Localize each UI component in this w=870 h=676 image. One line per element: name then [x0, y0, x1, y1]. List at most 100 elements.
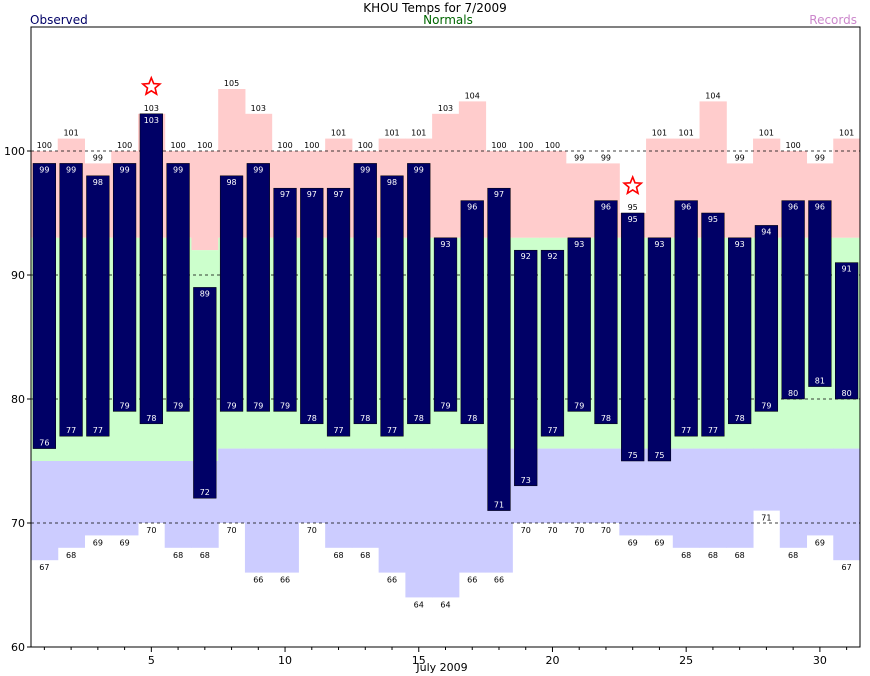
observed-low-label: 77	[681, 426, 691, 435]
record-low-label: 70	[307, 526, 317, 535]
record-low-label: 69	[654, 538, 664, 547]
record-high-label: 99	[93, 153, 103, 162]
observed-bar	[754, 225, 779, 412]
record-low-label: 66	[494, 576, 504, 585]
y-tick-label: 70	[11, 517, 25, 530]
record-high-band	[191, 151, 219, 251]
record-low-band	[84, 461, 112, 536]
record-high-band	[539, 151, 567, 238]
observed-bar	[647, 237, 672, 462]
record-high-label: 101	[384, 129, 399, 138]
observed-bar	[86, 175, 110, 437]
record-low-label: 68	[200, 551, 210, 560]
record-high-label: 101	[679, 129, 694, 138]
record-low-band	[806, 448, 834, 536]
record-high-label: 103	[144, 104, 159, 113]
y-tick-label: 90	[11, 269, 25, 282]
record-high-label: 95	[628, 203, 638, 212]
record-low-band	[833, 448, 861, 561]
observed-bar	[460, 200, 484, 425]
x-axis-label: July 2009	[415, 661, 467, 674]
observed-bar	[728, 237, 752, 425]
observed-bar	[621, 212, 645, 462]
observed-high-label: 93	[735, 240, 745, 249]
observed-high-label: 97	[494, 190, 504, 199]
observed-high-label: 96	[681, 203, 691, 212]
record-low-band	[726, 448, 754, 548]
record-high-label: 99	[601, 153, 611, 162]
observed-high-label: 99	[66, 165, 76, 174]
observed-high-label: 92	[547, 252, 557, 261]
record-low-label: 70	[226, 526, 236, 535]
observed-low-label: 79	[280, 401, 290, 410]
observed-bar	[139, 113, 163, 425]
record-low-band	[298, 448, 326, 523]
record-high-label: 100	[197, 141, 212, 150]
record-low-band	[111, 461, 139, 536]
record-high-label: 100	[491, 141, 506, 150]
observed-low-label: 78	[735, 414, 745, 423]
record-low-label: 68	[66, 551, 76, 560]
record-low-label: 68	[788, 551, 798, 560]
observed-low-label: 71	[494, 501, 504, 510]
record-low-label: 69	[815, 538, 825, 547]
observed-low-label: 77	[333, 426, 343, 435]
record-high-label: 100	[358, 141, 373, 150]
record-low-label: 69	[93, 538, 103, 547]
record-high-label: 101	[63, 129, 78, 138]
record-low-band	[244, 448, 273, 573]
observed-bar	[674, 200, 698, 437]
observed-high-label: 103	[144, 116, 159, 125]
x-tick-label: 20	[545, 654, 559, 667]
observed-high-label: 89	[200, 289, 210, 298]
observed-low-label: 77	[708, 426, 718, 435]
record-high-band	[646, 138, 674, 238]
legend-records: Records	[809, 13, 857, 27]
observed-bar	[407, 163, 431, 425]
record-low-label: 68	[708, 551, 718, 560]
observed-high-label: 96	[788, 203, 798, 212]
observed-low-label: 78	[146, 414, 156, 423]
observed-bar	[781, 200, 805, 400]
observed-low-label: 77	[93, 426, 103, 435]
record-high-label: 105	[224, 79, 239, 88]
record-high-band	[432, 113, 460, 238]
observed-bar	[540, 249, 565, 437]
record-low-band	[164, 461, 192, 548]
record-low-label: 66	[280, 576, 290, 585]
x-tick-label: 25	[679, 654, 693, 667]
observed-high-label: 96	[467, 203, 477, 212]
observed-low-label: 78	[307, 414, 317, 423]
record-low-band	[753, 448, 781, 511]
observed-bar	[433, 237, 458, 412]
observed-low-label: 79	[120, 401, 130, 410]
x-tick-label: 5	[148, 654, 155, 667]
record-low-label: 66	[387, 576, 397, 585]
record-high-band	[512, 151, 540, 238]
record-low-label: 68	[173, 551, 183, 560]
record-high-label: 101	[652, 129, 667, 138]
x-tick-label: 10	[278, 654, 292, 667]
record-high-label: 103	[438, 104, 453, 113]
observed-bar	[380, 175, 404, 437]
observed-low-label: 81	[815, 377, 825, 386]
observed-high-label: 94	[761, 227, 771, 236]
record-low-label: 70	[547, 526, 557, 535]
observed-low-label: 78	[414, 414, 424, 423]
record-low-band	[57, 461, 85, 548]
observed-bar	[594, 200, 618, 425]
observed-high-label: 97	[280, 190, 290, 199]
record-star-marker	[622, 174, 644, 196]
observed-low-label: 77	[66, 426, 76, 435]
record-high-band	[726, 163, 754, 238]
record-low-label: 68	[735, 551, 745, 560]
record-low-label: 68	[360, 551, 370, 560]
observed-bar	[166, 163, 190, 412]
y-tick-label: 80	[11, 393, 25, 406]
observed-low-label: 76	[39, 439, 49, 448]
observed-low-label: 75	[628, 451, 638, 460]
observed-high-label: 99	[39, 165, 49, 174]
observed-high-label: 96	[815, 203, 825, 212]
record-low-band	[592, 448, 620, 523]
